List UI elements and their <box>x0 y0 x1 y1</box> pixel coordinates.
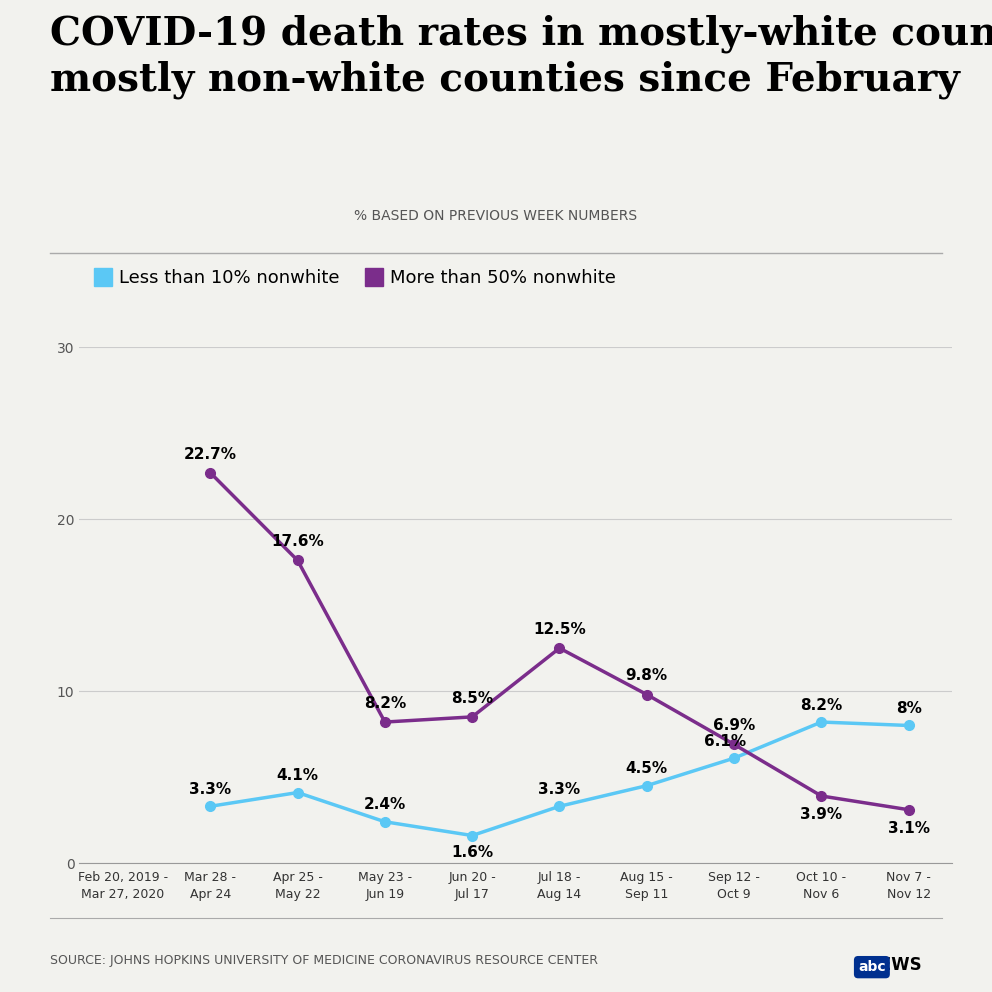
Text: 3.3%: 3.3% <box>189 782 231 797</box>
Text: 1.6%: 1.6% <box>451 845 493 860</box>
Text: 17.6%: 17.6% <box>271 535 324 550</box>
Text: 12.5%: 12.5% <box>533 622 586 637</box>
Text: COVID-19 death rates in mostly-white counties,
mostly non-white counties since F: COVID-19 death rates in mostly-white cou… <box>50 15 992 99</box>
Text: 6.1%: 6.1% <box>704 734 746 749</box>
Text: 8.2%: 8.2% <box>801 697 842 712</box>
Text: 2.4%: 2.4% <box>364 798 406 812</box>
Text: 4.1%: 4.1% <box>277 768 318 783</box>
Text: 8.2%: 8.2% <box>364 695 406 711</box>
Text: 22.7%: 22.7% <box>184 446 237 461</box>
Text: 3.9%: 3.9% <box>801 807 842 822</box>
Text: 3.3%: 3.3% <box>539 782 580 797</box>
Text: SOURCE: JOHNS HOPKINS UNIVERSITY OF MEDICINE CORONAVIRUS RESOURCE CENTER: SOURCE: JOHNS HOPKINS UNIVERSITY OF MEDI… <box>50 954 597 967</box>
Text: 8.5%: 8.5% <box>451 690 493 705</box>
Text: 3.1%: 3.1% <box>888 821 930 836</box>
Text: % BASED ON PREVIOUS WEEK NUMBERS: % BASED ON PREVIOUS WEEK NUMBERS <box>354 209 638 223</box>
Text: 8%: 8% <box>896 701 922 716</box>
Text: 6.9%: 6.9% <box>713 718 755 733</box>
Text: 4.5%: 4.5% <box>626 761 668 776</box>
Text: 9.8%: 9.8% <box>626 669 668 683</box>
Text: NEWS: NEWS <box>867 956 923 974</box>
Legend: Less than 10% nonwhite, More than 50% nonwhite: Less than 10% nonwhite, More than 50% no… <box>88 262 623 295</box>
Text: abc: abc <box>858 960 886 974</box>
